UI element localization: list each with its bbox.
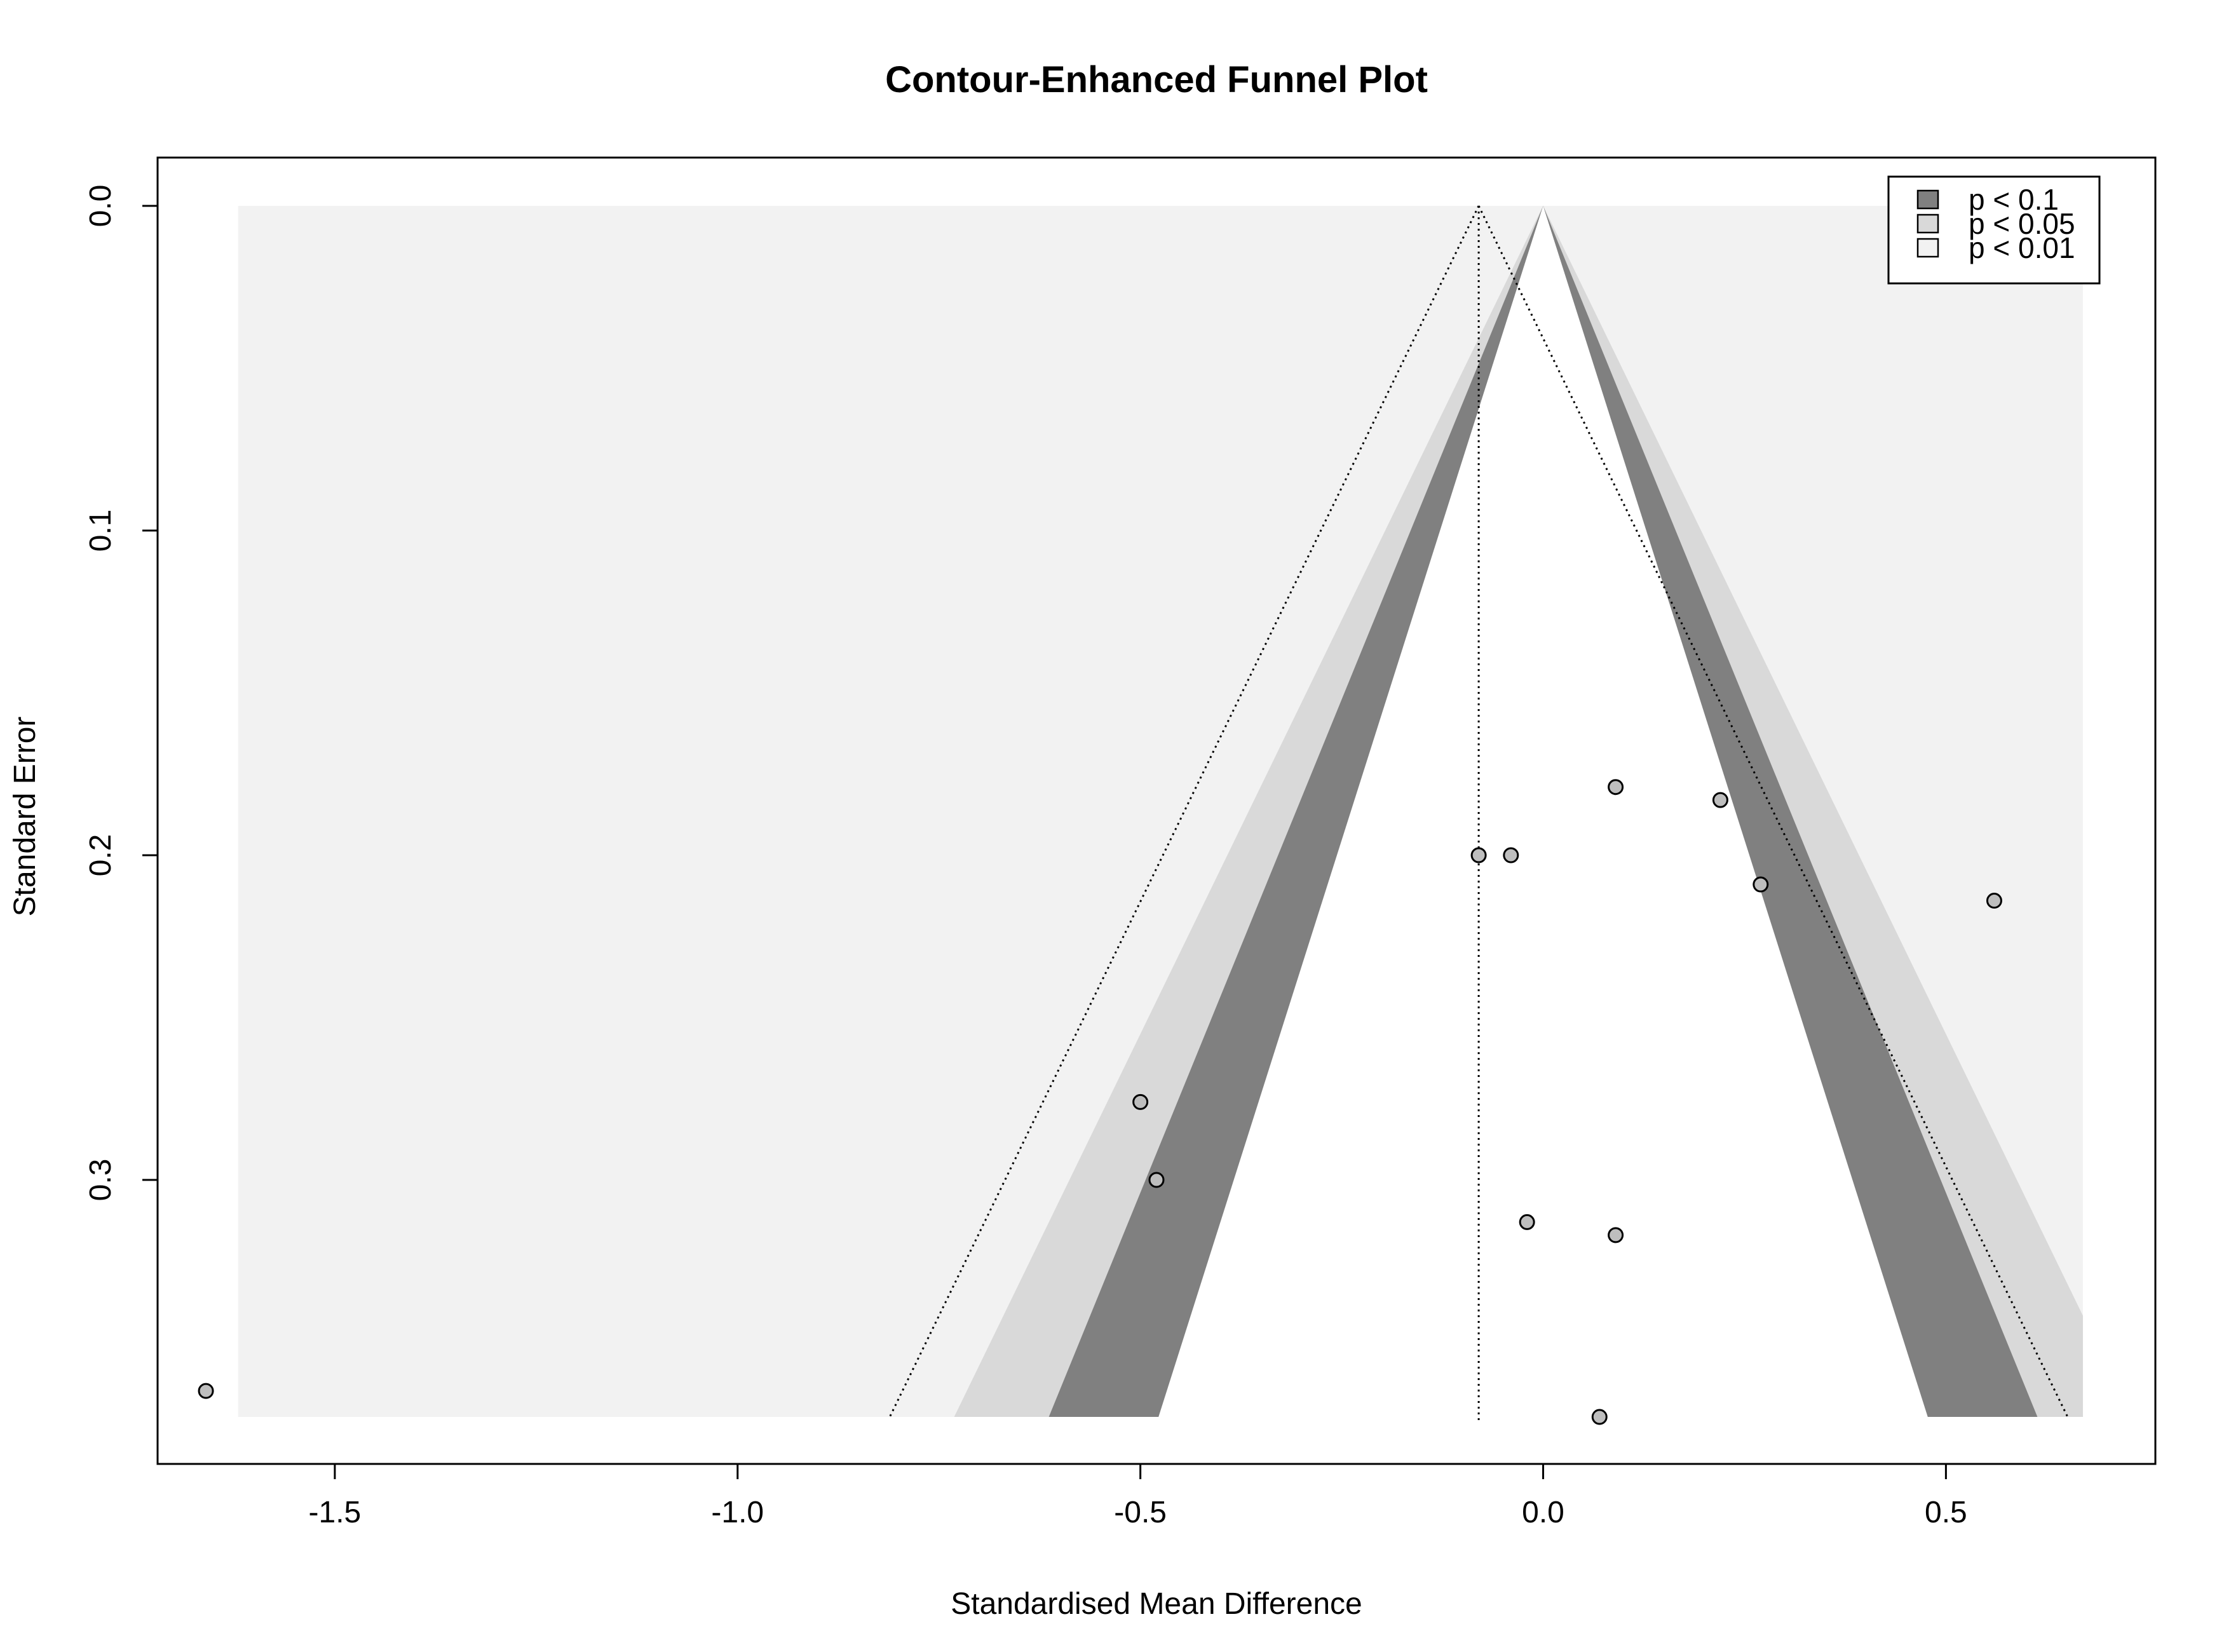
y-tick-label: 0.3 (84, 1159, 118, 1202)
x-tick-label: -1.0 (711, 1496, 764, 1529)
y-tick-label: 0.1 (84, 510, 118, 552)
study-point (1712, 792, 1728, 808)
study-point (1986, 893, 2002, 909)
x-tick-label: 0.0 (1522, 1496, 1564, 1529)
study-point (1132, 1093, 1149, 1110)
study-point (1608, 779, 1624, 796)
study-point (1591, 1409, 1608, 1425)
plot-frame (156, 156, 2157, 1465)
study-point (1519, 1214, 1535, 1230)
legend-label: p < 0.01 (1969, 231, 2075, 264)
legend-swatch (1916, 189, 1939, 210)
legend-swatch (1916, 238, 1939, 258)
chart-title: Contour-Enhanced Funnel Plot (885, 59, 1428, 100)
plot-layer: -1.5 -1.0 -0.5 0.0 0.50.00.10.20.3p < 0.1p <… (84, 156, 2157, 1529)
x-tick-label: 0.5 (1925, 1496, 1967, 1529)
legend-label: p < 0.05 (1969, 207, 2075, 240)
study-point (198, 1383, 214, 1399)
y-axis-label: Standard Error (8, 717, 42, 917)
y-tick-label: 0.0 (84, 185, 118, 227)
study-point (1608, 1227, 1624, 1243)
x-tick-label: -0.5 (1114, 1496, 1167, 1529)
study-point (1753, 876, 1769, 893)
contour-nonsig-region (1158, 206, 1928, 1417)
legend-swatch (1916, 213, 1939, 234)
legend-label: p < 0.1 (1969, 183, 2059, 216)
x-axis-label: Standardised Mean Difference (951, 1587, 1362, 1621)
y-tick-label: 0.2 (84, 834, 118, 877)
funnel-left-line (888, 205, 1480, 1418)
study-point (1503, 847, 1519, 863)
study-point (1470, 847, 1487, 863)
x-tick-label: -1.5 (309, 1496, 362, 1529)
study-point (1148, 1172, 1165, 1188)
funnel-right-line (1477, 205, 2069, 1418)
